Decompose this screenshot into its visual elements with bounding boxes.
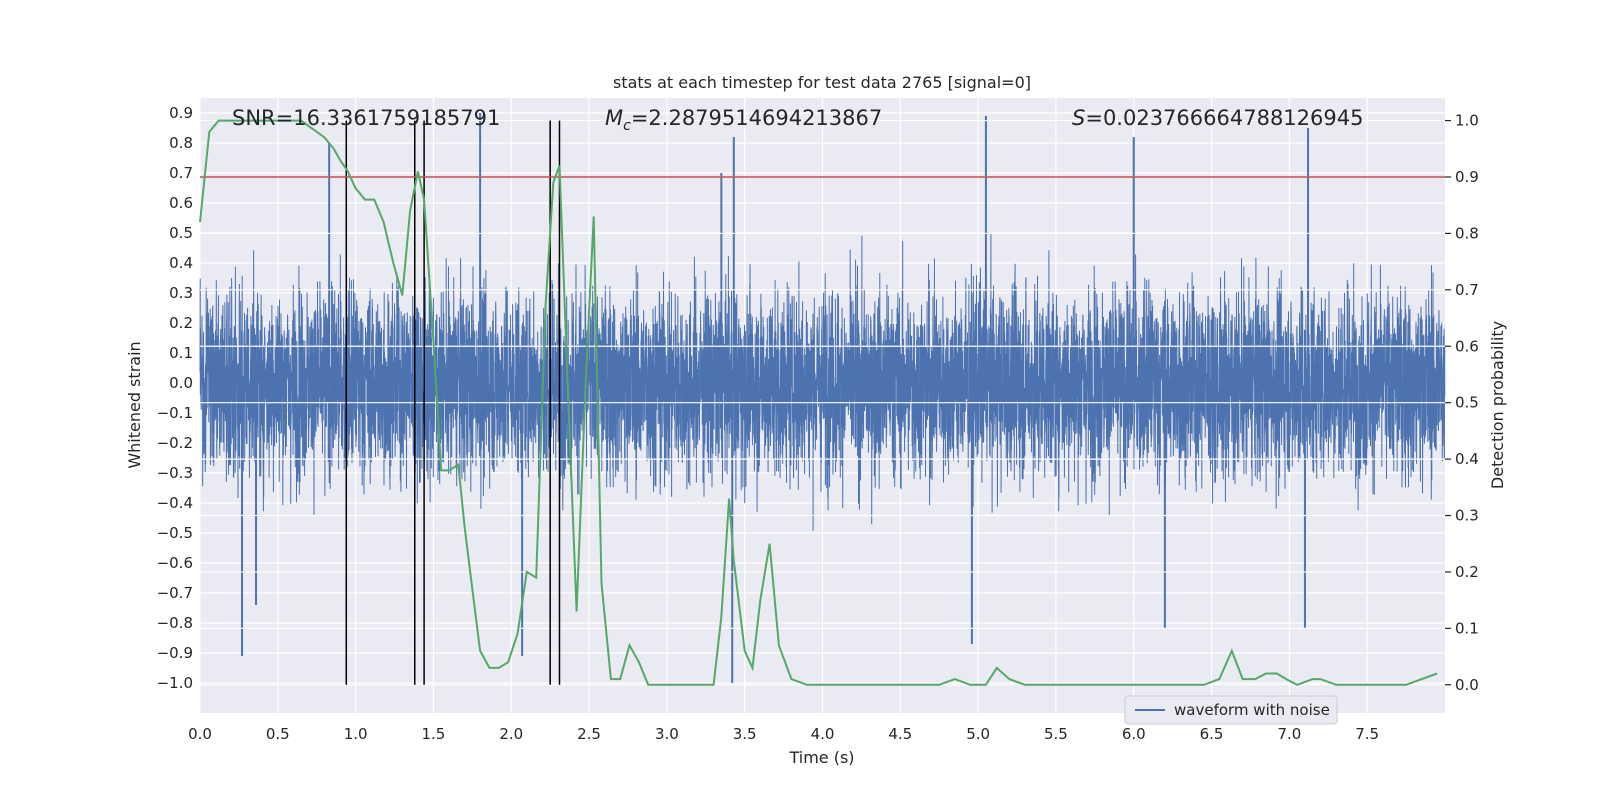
- s-symbol: S: [1072, 106, 1085, 130]
- y-right-tick-label-9: 0.1: [1455, 619, 1479, 637]
- legend: waveform with noise: [1124, 695, 1338, 725]
- y-left-tick-label-14: −0.5: [157, 524, 193, 542]
- y-left-tick-label-2: 0.7: [169, 164, 193, 182]
- probability-line: [199, 119, 1438, 686]
- waveform-series: [199, 113, 1446, 683]
- y-left-tick-label-3: 0.6: [169, 194, 193, 212]
- y-right-tick-label-7: 0.3: [1455, 507, 1479, 525]
- y-right-tick-label-8: 0.2: [1455, 563, 1479, 581]
- y-left-tick-label-1: 0.8: [169, 134, 193, 152]
- chart-title: stats at each timestep for test data 276…: [613, 73, 1031, 92]
- y-left-tick-label-5: 0.4: [169, 254, 193, 272]
- y-right-tick-label-10: 0.0: [1455, 676, 1479, 694]
- y-left-tick-label-16: −0.7: [157, 584, 193, 602]
- mc-symbol: M: [605, 106, 623, 130]
- y-left-tick-label-10: −0.1: [157, 404, 193, 422]
- y-left-tick-label-7: 0.2: [169, 314, 193, 332]
- x-tick-label-1: 0.5: [266, 725, 290, 743]
- x-tick-label-0: 0.0: [188, 725, 212, 743]
- legend-box: [1124, 695, 1338, 725]
- s-annotation: S=0.023766664788126945: [1072, 106, 1363, 130]
- x-tick-label-4: 2.0: [499, 725, 523, 743]
- y-left-tick-label-17: −0.8: [157, 614, 193, 632]
- mc-annotation: Mc=2.2879514694213867: [605, 106, 882, 134]
- x-tick-labels: 0.0 0.5 1.0 1.5 2.0 2.5 3.0 3.5 4.0 4.5 5.0 5.5 6.0 6…: [188, 725, 1379, 743]
- y-left-tick-label-9: 0.0: [169, 374, 193, 392]
- y-right-axis-label: Detection probability: [1488, 321, 1507, 489]
- y-left-tick-label-0: 0.9: [169, 104, 193, 122]
- legend-label: waveform with noise: [1174, 701, 1330, 719]
- y-left-tick-label-12: −0.3: [157, 464, 193, 482]
- x-tick-label-15: 7.5: [1355, 725, 1379, 743]
- y-right-tick-label-2: 0.8: [1455, 224, 1479, 242]
- x-tick-label-12: 6.0: [1122, 725, 1146, 743]
- x-tick-label-10: 5.0: [966, 725, 990, 743]
- y-right-tick-label-0: 1.0: [1455, 112, 1479, 130]
- right-gridlines: [200, 119, 1445, 686]
- y-left-axis-label: Whitened strain: [125, 341, 144, 468]
- x-tick-label-2: 1.0: [344, 725, 368, 743]
- y-left-tick-labels: 0.9 0.8 0.7 0.6 0.5 0.4 0.3 0.2 0.1 0.0 −0.1 −0.2 −0…: [157, 104, 193, 692]
- mc-value: =2.2879514694213867: [631, 106, 882, 130]
- x-tick-label-14: 7.0: [1277, 725, 1301, 743]
- y-right-tick-label-6: 0.4: [1455, 450, 1479, 468]
- x-tick-label-3: 1.5: [422, 725, 446, 743]
- x-tick-label-11: 5.5: [1044, 725, 1068, 743]
- y-right-tick-label-4: 0.6: [1455, 337, 1479, 355]
- x-axis-label: Time (s): [788, 748, 854, 767]
- y-right-tick-labels: 1.0 0.9 0.8 0.7 0.6 0.5 0.4 0.3 0.2 0.1 0.0: [1445, 112, 1479, 694]
- s-value: =0.023766664788126945: [1085, 106, 1363, 130]
- y-left-tick-label-19: −1.0: [157, 674, 193, 692]
- x-tick-label-7: 3.5: [733, 725, 757, 743]
- y-left-tick-label-11: −0.2: [157, 434, 193, 452]
- y-left-tick-label-6: 0.3: [169, 284, 193, 302]
- y-left-tick-label-18: −0.9: [157, 644, 193, 662]
- mc-subscript: c: [623, 118, 631, 134]
- y-left-tick-label-15: −0.6: [157, 554, 193, 572]
- y-left-tick-label-8: 0.1: [169, 344, 193, 362]
- snr-annotation: SNR=16.3361759185791: [232, 106, 500, 130]
- x-tick-label-13: 6.5: [1200, 725, 1224, 743]
- x-tick-label-6: 3.0: [655, 725, 679, 743]
- y-right-tick-label-3: 0.7: [1455, 281, 1479, 299]
- x-tick-label-9: 4.5: [888, 725, 912, 743]
- y-left-tick-label-13: −0.4: [157, 494, 193, 512]
- x-tick-label-8: 4.0: [811, 725, 835, 743]
- y-right-tick-label-5: 0.5: [1455, 394, 1479, 412]
- x-tick-label-5: 2.5: [577, 725, 601, 743]
- y-left-tick-label-4: 0.5: [169, 224, 193, 242]
- y-right-tick-label-1: 0.9: [1455, 168, 1479, 186]
- waveform-trace: [199, 232, 1446, 531]
